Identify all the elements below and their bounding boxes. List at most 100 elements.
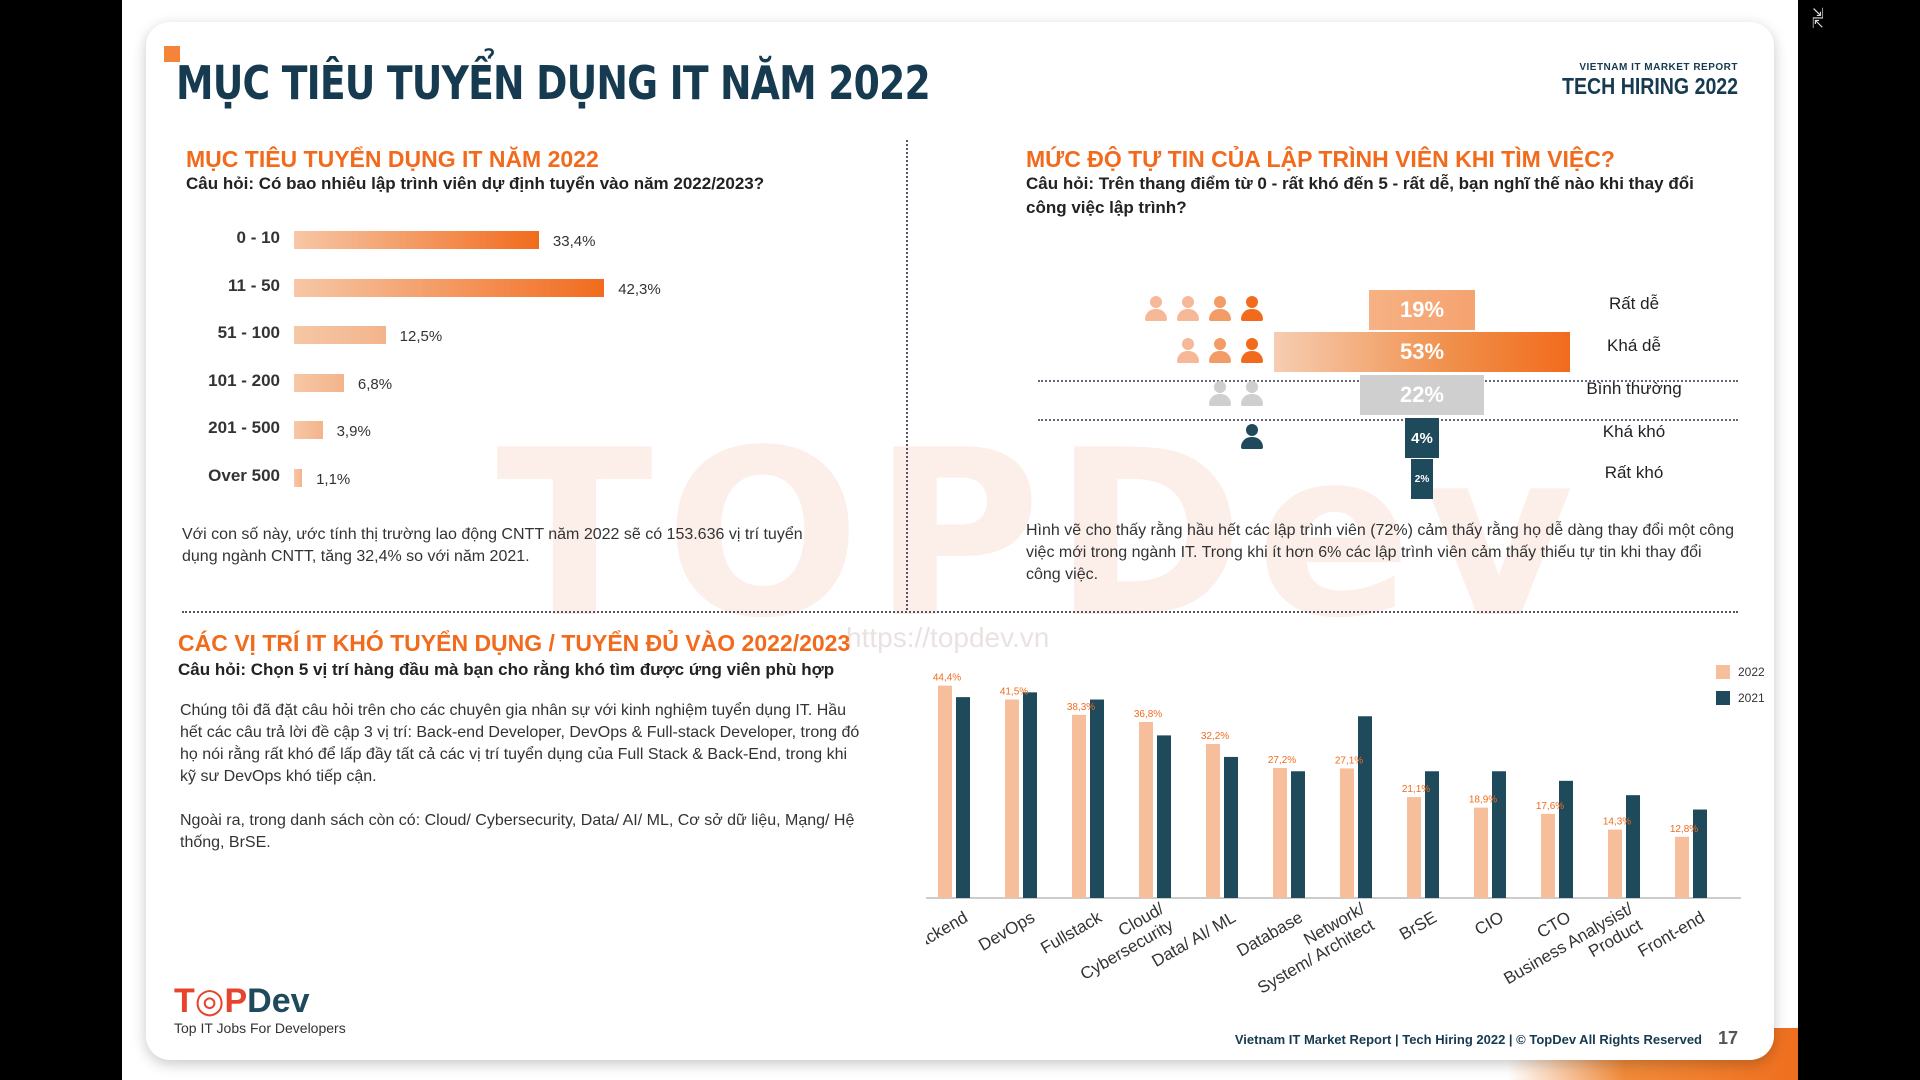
- person-icon: [1176, 296, 1200, 322]
- logo-globe-icon: ◎: [194, 982, 225, 1020]
- bar-2022-value-label: 27,2%: [1268, 755, 1296, 766]
- hbar-value-label: 3,9%: [336, 423, 371, 440]
- hbar-category-label: 101 - 200: [208, 370, 280, 390]
- bar-2022: [1273, 767, 1287, 898]
- hbar-category-label: 51 - 100: [217, 323, 280, 342]
- x-tick-label: Business Analysist/Product: [1500, 899, 1645, 1005]
- bar-2021: [1492, 771, 1506, 898]
- slide-stage: TOPDev https://topdev.vn MỤC TIÊU TUYỂN …: [122, 0, 1798, 1080]
- x-tick-label-line: BrSE: [1396, 908, 1440, 944]
- hbar-bar: [294, 326, 386, 344]
- hbar-value-label: 6,8%: [357, 375, 393, 393]
- watermark-text: TOPDev: [496, 402, 1586, 669]
- logo-tagline: Top IT Jobs For Developers: [174, 1020, 346, 1036]
- brand-line-2: TECH HIRING 2022: [1561, 73, 1738, 99]
- legend-label: 2021: [1738, 691, 1765, 705]
- confidence-bar: 4%: [1405, 418, 1439, 458]
- bar-2022: [1474, 807, 1488, 898]
- section3-paragraph-1: Chúng tôi đã đặt câu hỏi trên cho các ch…: [180, 702, 860, 785]
- person-icon: [1240, 381, 1264, 407]
- confidence-bar: 19%: [1368, 290, 1476, 330]
- section1-question: Câu hỏi: Có bao nhiêu lập trình viên dự …: [186, 174, 765, 193]
- recruitment-target-chart: 0 - 10 33,4% 11 - 50 42,3% 51 - 100 12,5% 101 …: [186, 228, 886, 508]
- confidence-label: Rất dễ: [1608, 294, 1660, 313]
- person-icon: [1144, 296, 1168, 322]
- legend-swatch: [1716, 691, 1730, 705]
- person-icon: [1208, 381, 1232, 407]
- hbar-value-label: 33,4%: [552, 233, 596, 250]
- x-tick-label: Cloud/Cybersecurity: [1068, 899, 1177, 984]
- bar-2021: [956, 697, 970, 898]
- confidence-bar: 53%: [1273, 332, 1571, 372]
- bar-2022-value-label: 32,2%: [1201, 731, 1229, 742]
- hbar-bar: [294, 421, 323, 439]
- x-tick-label: Network/System/ Architect: [1245, 899, 1378, 998]
- bar-2022: [1608, 829, 1622, 898]
- section2-paragraph: Hình vẽ cho thấy rằng hầu hết các lập tr…: [1026, 522, 1734, 583]
- person-icon: [1208, 338, 1232, 364]
- report-card: TOPDev https://topdev.vn MỤC TIÊU TUYỂN …: [146, 22, 1774, 1060]
- bar-2021: [1023, 692, 1037, 898]
- bar-2021: [1559, 780, 1573, 898]
- x-tick-label: BrSE: [1396, 908, 1440, 944]
- confidence-bar: 22%: [1360, 375, 1484, 415]
- confidence-label: Khá khó: [1602, 422, 1666, 441]
- horizontal-divider: [182, 611, 1738, 613]
- hbar-value-label: 1,1%: [316, 470, 351, 488]
- section2-question: Câu hỏi: Trên thang điểm từ 0 - rất khó …: [1026, 174, 1694, 217]
- bar-2021: [1425, 771, 1439, 898]
- x-tick-label-line: Fullstack: [1037, 907, 1105, 957]
- bar-2021: [1157, 735, 1171, 898]
- topdev-logo: T◎PDev Top IT Jobs For Developers: [174, 984, 346, 1036]
- confidence-label: Khá dễ: [1607, 336, 1661, 355]
- section3-question: Câu hỏi: Chọn 5 vị trí hàng đầu mà bạn c…: [178, 660, 835, 679]
- x-tick-label: Fullstack: [1037, 907, 1105, 957]
- bar-2022: [938, 685, 952, 898]
- report-brand: VIETNAM IT MARKET REPORT TECH HIRING 202…: [1531, 62, 1738, 100]
- person-icon: [1208, 296, 1232, 322]
- bar-2022: [1541, 813, 1555, 898]
- hbar-value-label: 12,5%: [399, 328, 443, 345]
- bar-2021: [1358, 716, 1372, 898]
- bar-2022-value-label: 27,1%: [1335, 755, 1363, 766]
- hbar-category-label: 0 - 10: [236, 228, 280, 247]
- x-tick-label-line: CIO: [1471, 908, 1507, 940]
- bar-2022: [1139, 722, 1153, 898]
- bar-2022-value-label: 41,5%: [1000, 687, 1028, 698]
- x-tick-label-line: Backend: [926, 908, 971, 958]
- confidence-label: Rất khó: [1604, 463, 1664, 482]
- hbar-bar: [294, 278, 605, 297]
- x-tick-label-line: Front-end: [1635, 908, 1708, 961]
- bar-2022-value-label: 44,4%: [933, 673, 961, 684]
- hbar-category-label: 201 - 500: [208, 418, 280, 437]
- bar-2022: [1072, 714, 1086, 898]
- hbar-bar: [294, 373, 344, 392]
- hbar-value-label: 42,3%: [618, 280, 661, 298]
- confidence-bar: 2%: [1411, 459, 1433, 499]
- bar-2022-value-label: 21,1%: [1402, 784, 1430, 795]
- x-tick-label: Front-end: [1635, 908, 1708, 961]
- bar-2022-value-label: 38,3%: [1067, 702, 1095, 713]
- legend-swatch: [1716, 665, 1730, 679]
- section2-title: MỨC ĐỘ TỰ TIN CỦA LẬP TRÌNH VIÊN KHI TÌM…: [1026, 146, 1615, 172]
- x-tick-label: Backend: [926, 908, 971, 958]
- section1-title: MỤC TIÊU TUYỂN DỤNG IT NĂM 2022: [186, 146, 599, 172]
- bar-2021: [1090, 699, 1104, 898]
- person-icon: [1176, 338, 1200, 364]
- x-tick-label: Database: [1233, 908, 1306, 961]
- section3-title: CÁC VỊ TRÍ IT KHÓ TUYỂN DỤNG / TUYỂN ĐỦ …: [178, 630, 851, 656]
- bar-2022-value-label: 12,8%: [1670, 824, 1698, 835]
- hard-to-hire-chart: 44,4% Backend 41,5% DevOps 38,3% Fullstack 36,…: [926, 665, 1765, 1005]
- page-title: MỤC TIÊU TUYỂN DỤNG IT NĂM 2022: [176, 56, 931, 110]
- confidence-chart: 19% Rất dễ 53% Khá dễ 22% Bình thường 4% Khá kh…: [1026, 262, 1746, 512]
- section1-paragraph: Với con số này, ước tính thị trường lao …: [182, 526, 803, 565]
- confidence-divider: [1038, 419, 1738, 421]
- collapse-icon[interactable]: ⇲ ⇱: [1812, 5, 1824, 31]
- bar-2022: [1005, 699, 1019, 898]
- bar-2021: [1291, 771, 1305, 898]
- bar-2022: [1407, 797, 1421, 898]
- logo-word: T◎PDev: [174, 982, 310, 1020]
- hbar-bar: [294, 468, 303, 487]
- hbar-category-label: Over 500: [208, 465, 280, 485]
- x-tick-label: DevOps: [975, 908, 1038, 955]
